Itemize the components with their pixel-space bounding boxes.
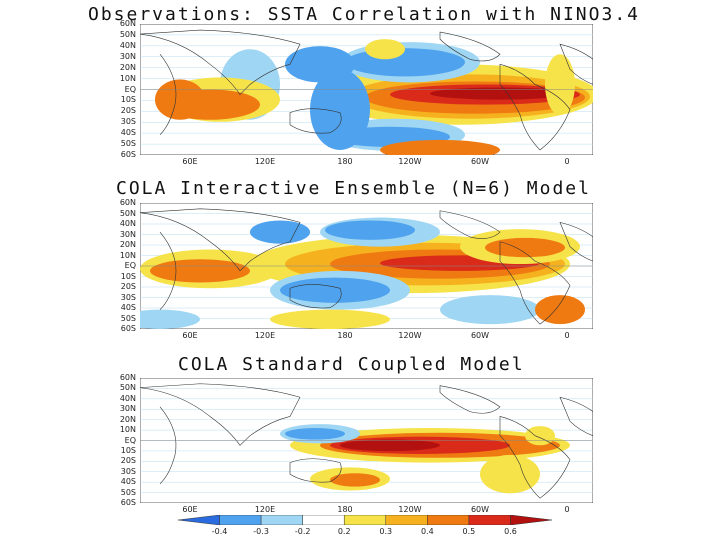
- lat-label: 10N: [119, 425, 136, 435]
- colorbar-segment: [219, 515, 262, 525]
- lon-label: 180: [337, 157, 353, 166]
- lon-label: 60W: [470, 505, 490, 514]
- lat-label: 30N: [119, 51, 136, 61]
- lat-label: 40S: [120, 303, 136, 312]
- panel-1-title: Observations: SSTA Correlation with NINO…: [88, 4, 640, 25]
- lat-label: 60N: [119, 373, 136, 382]
- lon-label: 60E: [182, 157, 198, 166]
- lat-label: 20N: [119, 240, 136, 249]
- lat-label: 10S: [120, 271, 136, 281]
- lat-label: 30N: [119, 229, 136, 239]
- colorbar-label: 0.3: [379, 527, 393, 536]
- lat-label: 40N: [119, 219, 136, 228]
- lat-label: 10S: [120, 445, 136, 455]
- lat-label: 50S: [120, 139, 136, 149]
- colorbar-segment: [385, 515, 428, 525]
- map-panel-interactive-ensemble: [140, 203, 593, 329]
- lat-label: 60S: [120, 150, 136, 159]
- colorbar-label: 0.2: [337, 527, 351, 536]
- lon-label: 0: [564, 157, 570, 166]
- lat-label: EQ: [124, 435, 136, 445]
- colorbar-segment: [178, 515, 220, 525]
- map-panel-observations: [140, 24, 593, 155]
- lat-label: 20S: [120, 106, 136, 116]
- lat-label: 30S: [120, 292, 136, 302]
- lat-label: 20S: [120, 456, 136, 466]
- lat-label: 20S: [120, 282, 136, 291]
- lon-label: 60W: [470, 331, 490, 340]
- lat-label: 50S: [120, 313, 136, 323]
- lat-label: 40S: [120, 128, 136, 138]
- lat-label: 60N: [119, 198, 136, 207]
- colorbar-segment: [260, 515, 303, 525]
- lon-label: 120E: [254, 157, 276, 166]
- lon-label: 0: [564, 505, 570, 514]
- lat-label: 30S: [120, 466, 136, 476]
- lon-label: 180: [337, 505, 353, 514]
- p1-map: [140, 24, 593, 155]
- map-panel-standard-coupled: [140, 378, 593, 503]
- lat-label: 50N: [119, 29, 136, 39]
- lat-label: 50N: [119, 208, 136, 218]
- lat-label: 60S: [120, 324, 136, 333]
- lon-label: 60E: [182, 505, 198, 514]
- lon-label: 60E: [182, 331, 198, 340]
- lat-label: EQ: [124, 84, 136, 94]
- colorbar-label: 0.6: [504, 527, 517, 536]
- lat-label: 50N: [119, 383, 136, 393]
- lon-label: 120W: [398, 157, 422, 166]
- colorbar: [178, 515, 552, 525]
- lat-label: 10N: [119, 250, 136, 260]
- lat-label: 40S: [120, 477, 136, 487]
- lat-label: 60N: [119, 19, 136, 28]
- lon-label: 0: [564, 331, 570, 340]
- lon-label: 120W: [398, 505, 422, 514]
- colorbar-label: 0.5: [462, 527, 476, 536]
- colorbar-label: 0.4: [420, 527, 434, 536]
- lon-label: 180: [337, 331, 353, 340]
- lat-label: 10S: [120, 95, 136, 105]
- lat-label: 20N: [119, 414, 136, 424]
- colorbar-label: -0.4: [211, 527, 228, 536]
- lat-label: 60S: [120, 498, 136, 507]
- colorbar-segment: [468, 515, 511, 525]
- colorbar-segment: [343, 515, 387, 525]
- colorbar-label: -0.2: [294, 527, 311, 536]
- panel-3-title: COLA Standard Coupled Model: [178, 354, 525, 375]
- lat-label: 30N: [119, 404, 136, 414]
- panel-2-title: COLA Interactive Ensemble (N=6) Model: [116, 178, 591, 199]
- colorbar-segment: [510, 515, 552, 525]
- colorbar-segment: [427, 515, 470, 525]
- lat-label: 20N: [119, 62, 136, 72]
- lon-label: 120E: [254, 331, 276, 340]
- lat-label: 40N: [119, 40, 136, 50]
- colorbar-segment: [302, 515, 345, 525]
- lon-label: 60W: [470, 157, 490, 166]
- lon-label: 120W: [398, 331, 422, 340]
- lat-label: EQ: [124, 261, 136, 270]
- p3-map: [140, 378, 593, 503]
- colorbar-label: -0.3: [253, 527, 269, 536]
- lon-label: 120E: [254, 505, 276, 514]
- lat-label: 50S: [120, 487, 136, 497]
- lat-label: 40N: [119, 393, 136, 403]
- lat-label: 30S: [120, 117, 136, 127]
- lat-label: 10N: [119, 73, 136, 83]
- p2-map: [140, 203, 593, 329]
